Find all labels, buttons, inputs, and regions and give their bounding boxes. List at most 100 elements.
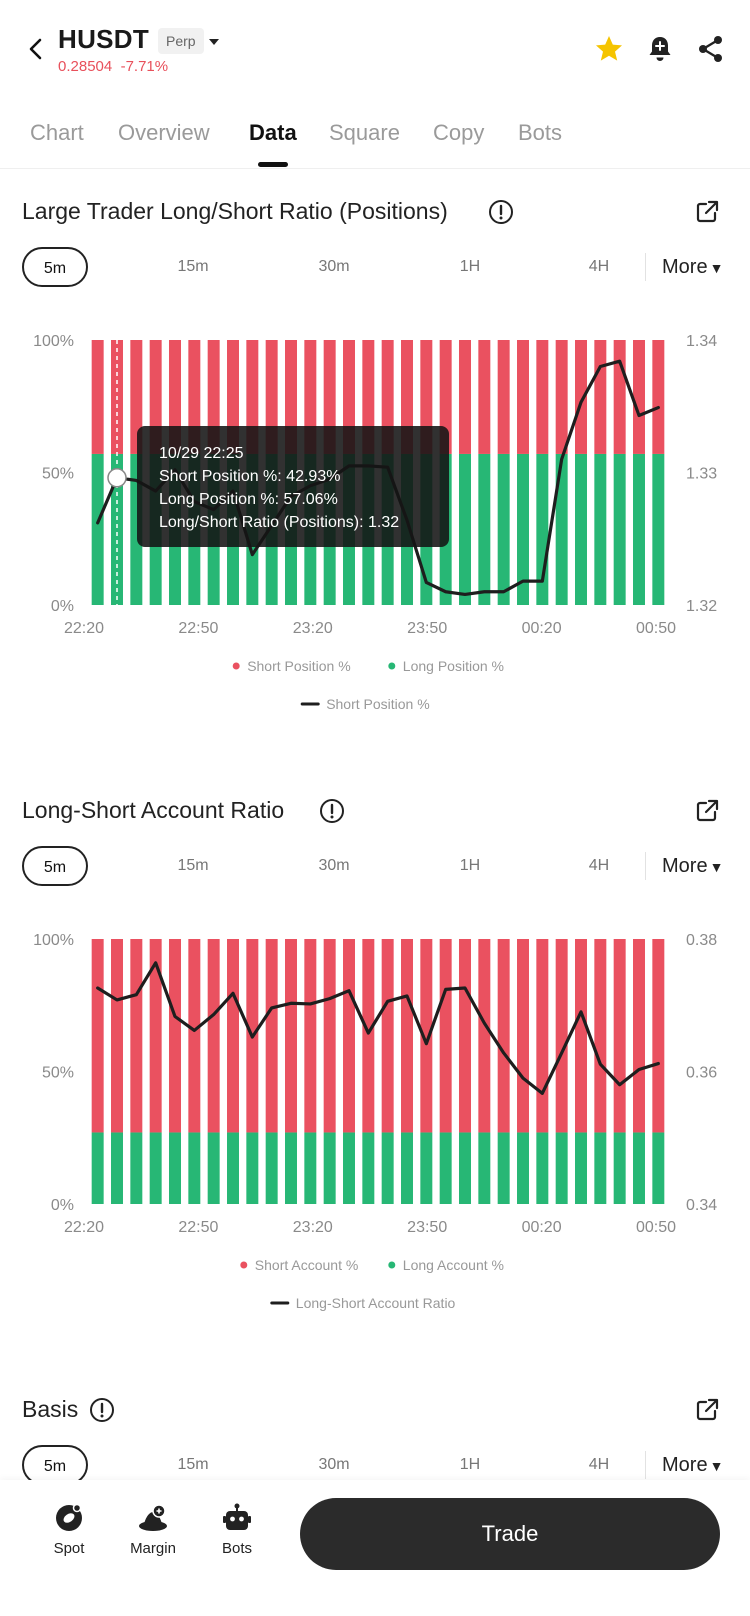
spot-icon [56,1503,82,1531]
short-bar [362,340,375,454]
info-icon[interactable] [319,798,345,824]
x-tick: 23:20 [293,1219,333,1236]
short-bar [91,939,104,1133]
timeframe-5m[interactable]: 5m [22,846,88,886]
long-bar [323,1132,336,1204]
short-bar [265,340,278,454]
margin-icon [139,1504,167,1531]
short-bar [633,340,645,454]
timeframe-30m[interactable]: 30m [318,857,350,874]
short-bar [497,340,510,454]
more-timeframes-button[interactable]: More ▼ [662,1445,723,1485]
timeframe-divider [645,1451,646,1479]
trade-button[interactable]: Trade [300,1498,720,1570]
legend-long-label: Long Position % [403,658,504,674]
timeframe-1h[interactable]: 1H [459,258,481,275]
long-bar [478,453,491,605]
info-icon[interactable] [89,1397,115,1423]
spot-nav-item[interactable]: Spot [34,1502,104,1557]
more-timeframes-button[interactable]: More ▼ [662,846,723,886]
timeframe-5m[interactable]: 5m [22,1445,88,1485]
short-bar [246,340,259,454]
star-icon[interactable] [594,34,624,64]
short-bar [130,939,143,1133]
timeframe-1h[interactable]: 1H [459,1456,481,1473]
short-bar [575,939,587,1133]
expand-external-icon[interactable] [694,798,720,824]
long-bar [439,1132,452,1204]
section-title-account-ratio: Long-Short Account Ratio [22,797,285,823]
legend-short-swatch [232,662,240,670]
legend-long-swatch [388,662,396,670]
alert-bell-icon[interactable] [645,34,675,64]
tab-data[interactable]: Data [249,120,297,145]
share-icon[interactable] [696,34,726,64]
long-bar [497,453,510,605]
x-tick: 23:20 [293,620,333,637]
active-tab-indicator [258,162,288,167]
short-bar [459,340,471,454]
timeframe-4h[interactable]: 4H [588,857,610,874]
expand-external-icon[interactable] [694,1397,720,1423]
info-icon[interactable] [488,199,514,225]
more-timeframes-button[interactable]: More ▼ [662,247,723,287]
long-bar [91,453,104,605]
timeframe-4h[interactable]: 4H [588,1456,610,1473]
short-bar [555,340,568,454]
chart-tooltip: 10/29 22:25 Short Position %: 42.93% Lon… [137,426,449,547]
long-bar [401,1132,413,1204]
ratio-line [96,961,660,1095]
x-tick: 00:50 [636,620,676,637]
legend-short-label: Short Account % [255,1257,359,1273]
short-bar [169,340,181,454]
short-bar [478,939,491,1133]
more-label: More [662,1454,708,1476]
x-tick: 00:50 [636,1219,676,1236]
x-tick: 23:50 [407,620,447,637]
long-bar [207,1132,220,1204]
tab-copy[interactable]: Copy [433,120,485,145]
short-bar [188,340,201,454]
timeframe-5m[interactable]: 5m [22,247,88,287]
chevron-down-icon[interactable] [208,36,220,48]
timeframe-15m[interactable]: 15m [177,258,209,275]
timeframe-4h[interactable]: 4H [588,258,610,275]
bots-icon [223,1503,251,1530]
short-bar [381,340,394,454]
header: HUSDT Perp 0.28504 -7.71% [0,0,750,100]
short-bar [497,939,510,1133]
timeframe-divider [645,852,646,880]
short-bar [613,939,626,1133]
back-arrow-icon[interactable] [24,36,50,62]
long-bar [613,1132,626,1204]
long-bar [381,1132,394,1204]
long-bar [633,453,645,605]
margin-nav-item[interactable]: Margin [118,1502,188,1557]
bots-nav-item[interactable]: Bots [202,1502,272,1557]
tab-square[interactable]: Square [329,120,400,145]
tab-chart[interactable]: Chart [30,120,84,145]
timeframe-15m[interactable]: 15m [177,857,209,874]
tab-overview[interactable]: Overview [118,120,210,145]
long-bar [265,1132,278,1204]
long-bar [304,1132,317,1204]
timeframe-divider [645,253,646,281]
long-bar [575,1132,587,1204]
last-price: 0.28504 [58,58,113,75]
legend-long-label: Long Account % [403,1257,504,1273]
tab-bots[interactable]: Bots [518,120,563,145]
timeframe-15m[interactable]: 15m [177,1456,209,1473]
x-tick: 22:50 [178,620,218,637]
symbol-title[interactable]: HUSDT [58,24,150,54]
long-bar [633,1132,645,1204]
timeframe-1h[interactable]: 1H [459,857,481,874]
bots-label: Bots [221,1540,252,1557]
long-bar [130,1132,143,1204]
timeframe-30m[interactable]: 30m [318,258,350,275]
timeframe-30m[interactable]: 30m [318,1456,350,1473]
short-bar [555,939,568,1133]
account-ratio-chart[interactable]: 100% 50% 0% 0.38 0.36 0.34 22:20 22:50 23:20 23:5… [0,919,750,1329]
expand-external-icon[interactable] [694,199,720,225]
tooltip-short: Short Position %: 42.93% [159,468,341,485]
tooltip-long: Long Position %: 57.06% [159,491,338,508]
